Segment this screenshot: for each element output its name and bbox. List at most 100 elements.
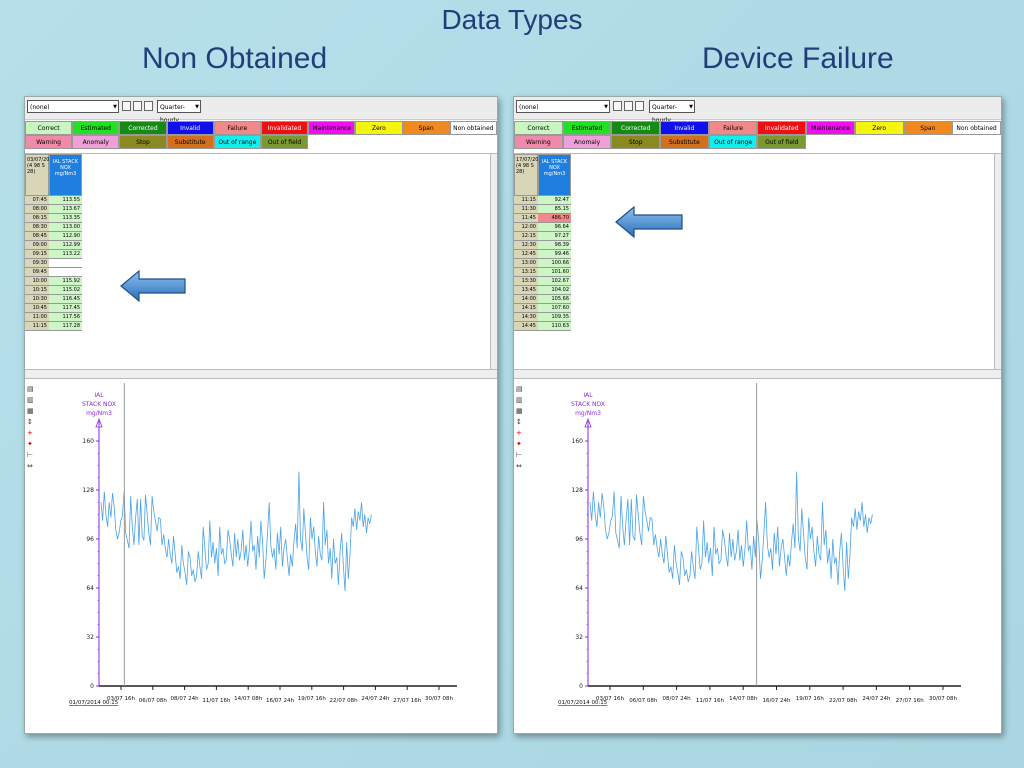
chart-tool-icon[interactable]: ▤ xyxy=(27,385,34,393)
chart-tool-icon[interactable]: ▥ xyxy=(27,396,34,404)
value-cell[interactable]: 85.15 xyxy=(538,205,571,214)
time-cell: 11:00 xyxy=(25,313,49,322)
time-cell: 10:30 xyxy=(25,295,49,304)
chart-tool-icon[interactable]: ▤ xyxy=(516,385,523,393)
x-tick-label: 24/07 24h xyxy=(862,696,891,702)
value-cell[interactable]: 112.90 xyxy=(49,232,82,241)
time-cell: 10:00 xyxy=(25,277,49,286)
legend-item: Stop xyxy=(119,135,167,149)
value-cell[interactable]: 99.46 xyxy=(538,250,571,259)
interval-select[interactable]: Quarter-hourly▼ xyxy=(649,100,695,124)
x-tick-label: 08/07 24h xyxy=(663,696,692,702)
value-cell[interactable]: 112.99 xyxy=(49,241,82,250)
x-tick-label: 08/07 24h xyxy=(171,696,200,702)
legend-item: Failure xyxy=(213,121,261,135)
left-heading: Non Obtained xyxy=(142,42,328,75)
value-cell[interactable]: 101.60 xyxy=(538,268,571,277)
value-cell[interactable]: 117.56 xyxy=(49,313,82,322)
x-tick-label: 16/07 24h xyxy=(762,698,791,704)
zoom-icon[interactable]: ⇔ xyxy=(27,462,33,470)
value-cell[interactable]: 113.00 xyxy=(49,223,82,232)
value-cell[interactable]: 110.63 xyxy=(538,322,571,331)
time-cell: 07:45 xyxy=(25,196,49,205)
filter-select[interactable]: (none) ▼ xyxy=(27,100,119,113)
chart-title-2: STACK NOX xyxy=(82,401,116,408)
y-tick-label: 32 xyxy=(575,634,583,641)
value-cell[interactable]: 117.45 xyxy=(49,304,82,313)
cursor-icon[interactable]: ⊢ xyxy=(27,451,34,459)
toolbar: (none)▼ Quarter-hourly▼ xyxy=(514,97,1001,124)
y-tick-label: 128 xyxy=(572,487,584,494)
value-cell[interactable]: 100.66 xyxy=(538,259,571,268)
copy-icon[interactable] xyxy=(624,101,633,111)
x-tick-label: 14/07 08h xyxy=(729,696,758,702)
legend-item: Invalidated xyxy=(757,121,807,135)
value-cell[interactable]: 115.92 xyxy=(49,277,82,286)
y-tick-label: 64 xyxy=(86,585,94,592)
time-cell: 11:15 xyxy=(514,196,538,205)
vertical-scrollbar[interactable] xyxy=(490,154,497,372)
filter-select[interactable]: (none) ▼ xyxy=(516,100,610,113)
toolbar: (none)▼ Quarter-hourly▼ xyxy=(25,97,497,124)
interval-select[interactable]: Quarter-hourly▼ xyxy=(157,100,201,124)
date-header: 03/07/2014 (4 98 S 28) xyxy=(25,154,56,196)
value-cell[interactable]: 98.39 xyxy=(538,241,571,250)
chart-title: IAL xyxy=(583,392,593,399)
value-cell[interactable]: 113.35 xyxy=(49,214,82,223)
time-cell: 13:45 xyxy=(514,286,538,295)
chart-tool-icon[interactable]: ▥ xyxy=(516,396,523,404)
grid-icon[interactable] xyxy=(122,101,131,111)
marker-icon[interactable]: ✦ xyxy=(27,440,33,448)
value-cell[interactable]: 113.22 xyxy=(49,250,82,259)
value-cell[interactable]: 107.60 xyxy=(538,304,571,313)
legend-item: Span xyxy=(903,121,953,135)
time-cell: 10:45 xyxy=(25,304,49,313)
left-arrow-annotation xyxy=(120,269,186,303)
x-tick-label: 27/07 16h xyxy=(896,698,925,704)
vertical-scrollbar[interactable] xyxy=(994,154,1001,372)
print-icon[interactable] xyxy=(635,101,644,111)
time-cell: 09:45 xyxy=(25,268,49,277)
legend-item: Invalid xyxy=(166,121,214,135)
chart-title: IAL xyxy=(94,392,104,399)
value-cell[interactable] xyxy=(49,268,82,277)
line-plot: IAL STACK NOX mg/Nm3 160 128 96 64 32 0 01/07/201… xyxy=(69,383,457,706)
copy-icon[interactable] xyxy=(133,101,142,111)
plus-icon[interactable]: + xyxy=(516,429,522,437)
x-start-label: 01/07/2014 00:15 xyxy=(69,700,119,706)
value-cell[interactable]: 96.64 xyxy=(538,223,571,232)
zoom-icon[interactable]: ⇔ xyxy=(516,462,522,470)
grid-icon[interactable] xyxy=(613,101,622,111)
value-cell[interactable]: 113.67 xyxy=(49,205,82,214)
value-cell[interactable]: 97.27 xyxy=(538,232,571,241)
cursor-icon[interactable]: ⊢ xyxy=(516,451,523,459)
marker-icon[interactable]: ✦ xyxy=(516,440,522,448)
time-cell: 09:00 xyxy=(25,241,49,250)
chart-tool-icon[interactable]: ↕ xyxy=(27,418,33,426)
value-cell[interactable]: 486.70 xyxy=(538,214,571,223)
time-cell: 12:00 xyxy=(514,223,538,232)
value-cell[interactable]: 116.45 xyxy=(49,295,82,304)
x-tick-label: 22/07 08h xyxy=(330,698,359,704)
plus-icon[interactable]: + xyxy=(27,429,33,437)
horizontal-scrollbar[interactable] xyxy=(25,369,497,379)
value-cell[interactable]: 102.67 xyxy=(538,277,571,286)
legend-item: Maintenance xyxy=(806,121,855,135)
value-cell[interactable]: 105.66 xyxy=(538,295,571,304)
legend-item: Out of field xyxy=(260,135,309,149)
horizontal-scrollbar[interactable] xyxy=(514,369,1001,379)
value-cell[interactable]: 117.28 xyxy=(49,322,82,331)
time-cell: 14:15 xyxy=(514,304,538,313)
value-cell[interactable]: 104.02 xyxy=(538,286,571,295)
value-cell[interactable]: 113.55 xyxy=(49,196,82,205)
print-icon[interactable] xyxy=(144,101,153,111)
x-tick-label: 03/07 16h xyxy=(596,696,625,702)
value-cell[interactable]: 115.02 xyxy=(49,286,82,295)
value-cell[interactable] xyxy=(49,259,82,268)
value-cell[interactable]: 92.47 xyxy=(538,196,571,205)
chart-tool-icon[interactable]: ↕ xyxy=(516,418,522,426)
chart-tool-icon[interactable]: ▦ xyxy=(516,407,523,415)
chart-tool-icon[interactable]: ▦ xyxy=(27,407,34,415)
non-obtained-screenshot: (none)▼ Quarter-hourly▼ CorrectEstimated… xyxy=(24,96,498,734)
value-cell[interactable]: 109.35 xyxy=(538,313,571,322)
